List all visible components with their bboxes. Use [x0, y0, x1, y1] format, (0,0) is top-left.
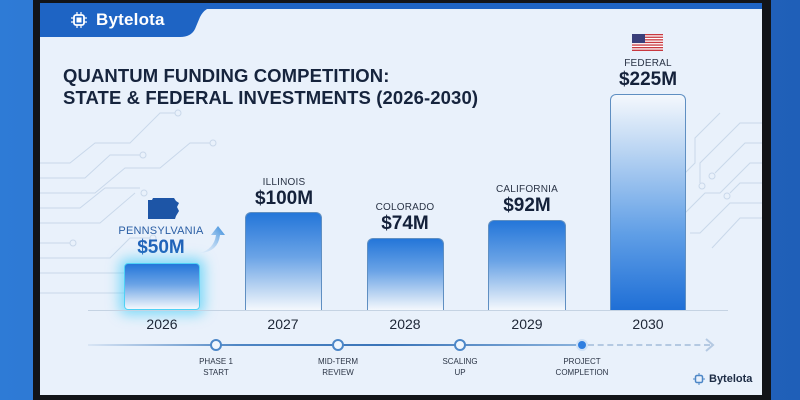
year-label-2030: 2030 [632, 316, 664, 332]
bar-2030[interactable] [610, 94, 686, 310]
us-flag-icon [632, 34, 663, 51]
bar-2029[interactable] [488, 220, 566, 310]
title-line-2: STATE & FEDERAL INVESTMENTS (2026-2030) [63, 87, 479, 108]
header-strip [40, 3, 762, 9]
state-name: ILLINOIS [262, 177, 306, 188]
footer-brand-name: Bytelota [709, 373, 753, 385]
year-label-2026: 2026 [146, 316, 178, 332]
milestone-label-line2: REVIEW [322, 368, 354, 377]
milestone-label-line2: COMPLETION [555, 368, 609, 377]
milestone-label: PROJECT COMPLETION [537, 356, 627, 378]
milestone-label: SCALING UP [415, 356, 505, 378]
milestone-label: PHASE 1 START [171, 356, 261, 378]
year-label-2028: 2028 [389, 316, 421, 332]
header-tab [40, 3, 240, 37]
title-line-1: QUANTUM FUNDING COMPETITION: [63, 65, 390, 86]
state-name: COLORADO [375, 202, 435, 213]
timeline-future-track [588, 344, 710, 346]
state-value: $92M [503, 195, 551, 216]
chip-icon [693, 373, 705, 385]
bar-label-california: CALIFORNIA $92M [467, 184, 587, 217]
chevron-right-icon [705, 338, 715, 352]
state-value: $225M [618, 69, 678, 90]
brand-logo: Bytelota [70, 10, 165, 30]
milestone-label-line2: UP [454, 368, 466, 377]
brand-name: Bytelota [96, 10, 165, 29]
footer-brand-logo: Bytelota [693, 373, 752, 385]
state-name: PENNSYLVANIA [118, 225, 204, 237]
year-label-2027: 2027 [267, 316, 299, 332]
bar-2026[interactable] [124, 263, 200, 310]
chip-icon [71, 12, 87, 28]
milestone-label-line1: PROJECT [563, 357, 601, 366]
state-name: FEDERAL [624, 58, 672, 69]
chart-baseline [88, 310, 728, 311]
milestone-label-line1: SCALING [442, 357, 478, 366]
bar-label-illinois: ILLINOIS $100M [224, 177, 344, 210]
bar-2028[interactable] [367, 238, 444, 310]
chart-title: QUANTUM FUNDING COMPETITION: STATE & FED… [63, 65, 478, 109]
circuit-background [40, 109, 762, 294]
milestone-project-completion[interactable] [576, 339, 588, 351]
milestone-phase-1-start[interactable] [210, 339, 222, 351]
state-value: $50M [137, 237, 185, 258]
bar-label-pennsylvania: PENNSYLVANIA $50M [101, 225, 221, 259]
bar-label-federal: FEDERAL $225M [588, 58, 708, 91]
slide-screen: Bytelota [40, 3, 762, 395]
milestone-label-line1: PHASE 1 [199, 357, 233, 366]
milestone-mid-term-review[interactable] [332, 339, 344, 351]
growth-arrow-icon [200, 226, 225, 253]
bar-label-colorado: COLORADO $74M [345, 202, 465, 235]
milestone-label: MID-TERM REVIEW [293, 356, 383, 378]
year-label-2029: 2029 [511, 316, 543, 332]
pennsylvania-state-icon [148, 198, 179, 219]
state-name: CALIFORNIA [495, 184, 558, 195]
state-value: $74M [381, 213, 429, 234]
state-value: $100M [254, 188, 314, 209]
milestone-scaling-up[interactable] [454, 339, 466, 351]
milestone-label-line2: START [203, 368, 229, 377]
bar-2027[interactable] [245, 212, 322, 310]
milestone-label-line1: MID-TERM [318, 357, 358, 366]
